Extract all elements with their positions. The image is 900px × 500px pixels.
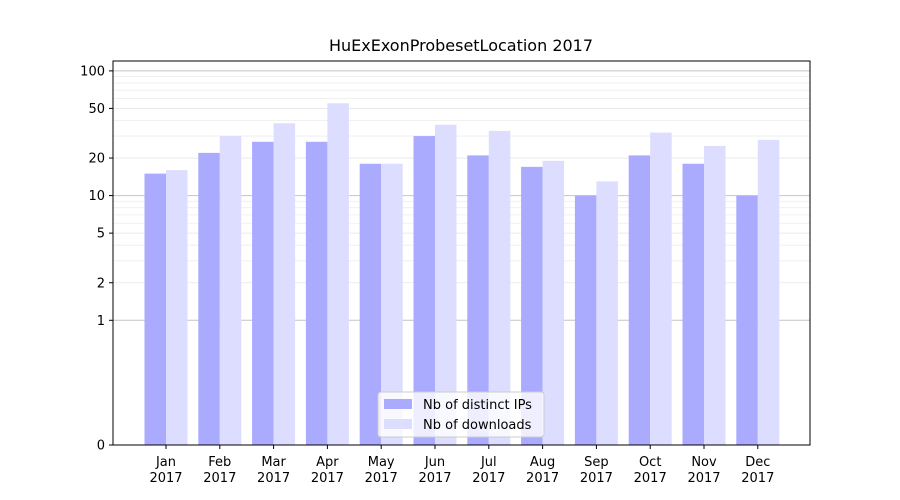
y-tick-label: 100	[80, 64, 105, 79]
bar-distinct-ips-nov	[682, 163, 704, 445]
bar-distinct-ips-oct	[628, 155, 651, 445]
bar-downloads-apr	[327, 103, 349, 445]
bar-distinct-ips-sep	[574, 195, 597, 445]
bar-downloads-may	[381, 163, 403, 445]
bar-downloads-oct	[650, 132, 672, 445]
x-tick-label-month: Aug	[530, 455, 555, 470]
bar-downloads-nov	[704, 145, 726, 445]
bar-downloads-dec	[757, 139, 780, 445]
x-tick-label-month: Apr	[316, 455, 339, 470]
y-tick-label: 50	[88, 102, 105, 117]
x-tick-label-month: Jun	[424, 455, 445, 470]
x-tick-label-year: 2017	[580, 471, 613, 486]
bar-downloads-jun	[435, 124, 457, 445]
x-tick-label-year: 2017	[203, 471, 236, 486]
x-tick-label-month: Nov	[691, 455, 717, 470]
chart-title: HuExExonProbesetLocation 2017	[329, 36, 593, 55]
bar-downloads-jul	[488, 130, 511, 446]
x-tick-label-month: Jan	[155, 455, 176, 470]
bar-distinct-ips-dec	[736, 195, 758, 445]
x-tick-label-year: 2017	[526, 471, 559, 486]
bar-downloads-mar	[273, 123, 296, 445]
x-tick-label-month: May	[368, 455, 395, 470]
legend-label-distinct-ips: Nb of distinct IPs	[423, 398, 532, 413]
x-tick-label-month: Dec	[745, 455, 770, 470]
bar-downloads-feb	[219, 136, 242, 445]
x-tick-label-year: 2017	[687, 471, 720, 486]
x-axis: Jan2017Feb2017Mar2017Apr2017May2017Jun20…	[149, 445, 774, 486]
bar-distinct-ips-jun	[413, 136, 435, 445]
y-axis: 0 1 2 5 10 20 50 100	[80, 64, 113, 454]
legend-swatch-downloads	[384, 419, 412, 429]
x-tick-label-month: Mar	[261, 455, 286, 470]
bar-distinct-ips-jul	[467, 155, 489, 445]
x-tick-label-year: 2017	[741, 471, 774, 486]
bar-distinct-ips-apr	[305, 141, 328, 446]
x-tick-label-month: Jul	[480, 455, 497, 470]
legend: Nb of distinct IPs Nb of downloads	[377, 391, 545, 438]
x-tick-label-year: 2017	[472, 471, 505, 486]
bars	[144, 103, 780, 446]
bar-distinct-ips-mar	[252, 141, 274, 446]
bar-downloads-sep	[596, 181, 618, 445]
x-tick-label-year: 2017	[311, 471, 344, 486]
x-tick-label-year: 2017	[365, 471, 398, 486]
y-tick-label: 1	[97, 314, 105, 329]
x-tick-label-year: 2017	[149, 471, 182, 486]
plot-frame	[112, 60, 811, 446]
x-tick-label-month: Sep	[584, 455, 609, 470]
bar-distinct-ips-may	[359, 163, 382, 445]
bar-distinct-ips-feb	[198, 152, 220, 445]
y-tick-label: 10	[88, 189, 105, 204]
bar-downloads-jan	[166, 170, 188, 445]
x-tick-label-year: 2017	[257, 471, 290, 486]
y-tick-label: 20	[88, 152, 105, 167]
y-tick-label: 5	[97, 227, 105, 242]
y-tick-label: 2	[97, 276, 105, 291]
bar-downloads-aug	[542, 160, 565, 445]
legend-swatch-distinct-ips	[384, 399, 412, 409]
x-tick-label-year: 2017	[418, 471, 451, 486]
legend-label-downloads: Nb of downloads	[423, 418, 532, 433]
bar-distinct-ips-jan	[144, 173, 166, 445]
x-tick-label-month: Oct	[639, 455, 661, 470]
legend-box	[377, 391, 545, 438]
bar-distinct-ips-aug	[521, 166, 543, 445]
x-tick-label-year: 2017	[634, 471, 667, 486]
x-tick-label-month: Feb	[208, 455, 231, 470]
y-tick-label: 0	[97, 439, 105, 454]
